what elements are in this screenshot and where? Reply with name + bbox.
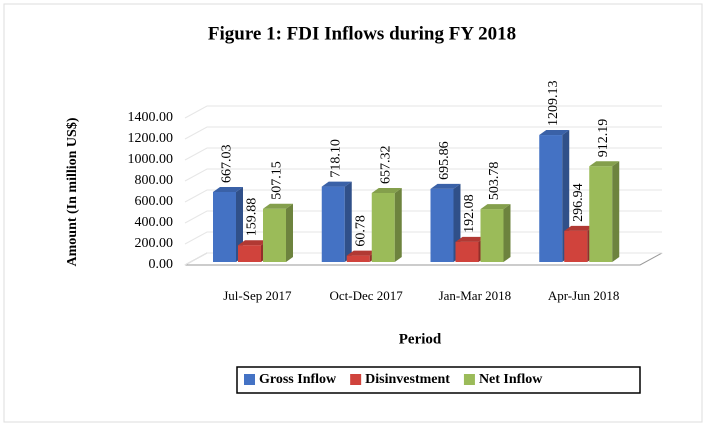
bar-front [455, 241, 479, 262]
bar-front [371, 192, 395, 262]
y-tick-label: 1200.00 [128, 131, 174, 146]
legend-label: Gross Inflow [259, 372, 337, 387]
bar-front [430, 188, 454, 262]
bar-top [589, 161, 620, 167]
bar-top [480, 204, 511, 210]
data-label: 192.08 [462, 194, 477, 233]
y-tick-label: 0.00 [149, 257, 174, 272]
y-tick-label: 600.00 [135, 194, 174, 209]
data-label: 159.88 [245, 198, 260, 237]
bar-top [371, 187, 402, 193]
bar-side [286, 203, 293, 262]
data-label: 296.94 [571, 183, 586, 222]
legend-box [236, 366, 641, 394]
bar-front [480, 209, 504, 262]
legend-swatch [463, 374, 475, 385]
y-tick-label: 400.00 [135, 215, 174, 230]
bar [589, 161, 620, 262]
bar [430, 183, 461, 262]
grid-line [184, 105, 662, 119]
data-label: 912.19 [596, 119, 611, 158]
legend-label: Net Inflow [479, 372, 543, 387]
bar-side [503, 204, 511, 262]
grid-line [184, 147, 662, 161]
bar [321, 181, 352, 262]
x-tick-label: Jan-Mar 2018 [439, 288, 512, 303]
bar-top [213, 186, 243, 192]
data-label: 667.03 [220, 144, 235, 183]
bar-top [238, 240, 268, 246]
x-tick-label: Jul-Sep 2017 [223, 288, 292, 303]
bar-front [346, 255, 370, 262]
bar-top [539, 130, 570, 136]
bar-front [539, 135, 563, 262]
y-tick-label: 200.00 [135, 236, 174, 251]
bar-top [564, 225, 595, 231]
legend-label: Disinvestment [365, 372, 450, 387]
data-label: 695.86 [437, 141, 452, 180]
bar-front [564, 230, 588, 262]
y-tick-label: 800.00 [135, 173, 174, 188]
legend-swatch [350, 374, 362, 385]
bar-top [430, 183, 461, 189]
bar-top [346, 250, 377, 256]
bar-side [394, 187, 402, 262]
y-tick-label: 1400.00 [128, 110, 174, 125]
bar-front [263, 208, 286, 262]
bar [371, 187, 402, 262]
x-tick-label: Apr-Jun 2018 [548, 288, 620, 303]
legend-swatch [244, 374, 255, 385]
grid-line [184, 168, 662, 182]
bar-front [321, 186, 345, 262]
x-axis-title: Period [399, 331, 442, 347]
bar-side [344, 181, 352, 262]
bar-top [321, 181, 352, 187]
bar-front [589, 166, 613, 262]
chart-frame [3, 3, 703, 423]
bar-front [238, 245, 261, 262]
bar [480, 204, 511, 262]
bar-side [612, 161, 620, 262]
y-tick-label: 1000.00 [128, 152, 174, 167]
bar-top [455, 236, 486, 242]
bar [263, 203, 293, 262]
data-label: 1209.13 [546, 81, 561, 127]
data-label: 503.78 [487, 162, 502, 201]
bar-front [213, 191, 236, 262]
data-label: 507.15 [270, 161, 285, 200]
grid-line [184, 189, 662, 203]
y-axis-title: Amount (In million US$) [65, 117, 80, 266]
data-label: 718.10 [328, 139, 343, 178]
chart-title: Figure 1: FDI Inflows during FY 2018 [208, 23, 516, 44]
bar [213, 186, 243, 262]
bar-top [263, 203, 293, 209]
data-label: 60.78 [353, 215, 368, 247]
x-tick-label: Oct-Dec 2017 [329, 288, 403, 303]
grid-line [184, 126, 662, 140]
data-label: 657.32 [378, 145, 393, 184]
